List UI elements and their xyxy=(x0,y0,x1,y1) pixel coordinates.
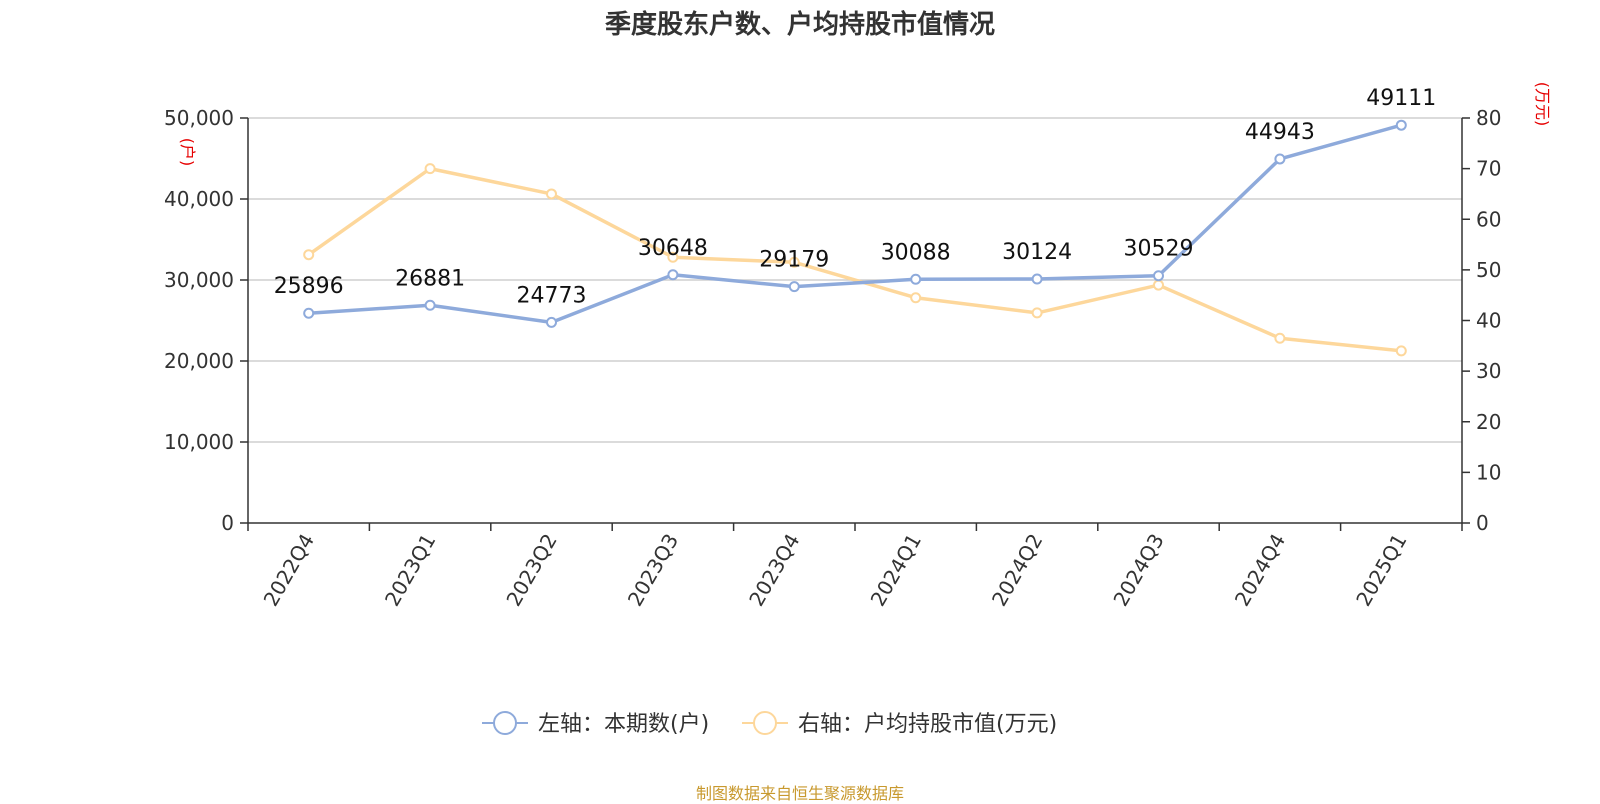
x-axis-tick-label: 2023Q2 xyxy=(501,530,561,611)
right-axis-tick-label: 10 xyxy=(1476,460,1501,484)
data-label: 30648 xyxy=(638,236,708,261)
chart-title: 季度股东户数、户均持股市值情况 xyxy=(604,10,995,40)
x-axis-tick-label: 2023Q3 xyxy=(623,530,683,611)
data-point-left xyxy=(667,269,679,281)
data-point-left xyxy=(546,316,557,328)
legend-marker xyxy=(493,711,517,735)
data-point-left xyxy=(1395,119,1407,131)
data-label: 25896 xyxy=(274,274,344,299)
data-label: 26881 xyxy=(395,266,465,291)
data-point-right xyxy=(546,188,557,200)
data-label: 30088 xyxy=(881,240,951,265)
data-point-left xyxy=(303,307,315,319)
legend[interactable]: 左轴：本期数(户) 右轴：户均持股市值(万元) xyxy=(482,711,1057,737)
x-axis-tick-label: 2024Q1 xyxy=(866,530,926,611)
data-label: 30529 xyxy=(1124,237,1194,262)
x-axis-tick-label: 2023Q1 xyxy=(380,530,440,611)
series-layer xyxy=(303,119,1407,357)
right-axis-tick-label: 20 xyxy=(1476,410,1501,434)
left-axis-tick-label: 0 xyxy=(221,511,234,535)
data-point-left xyxy=(1274,153,1286,165)
left-axis-tick-label: 20,000 xyxy=(164,349,234,373)
series-line-left xyxy=(308,123,1402,325)
data-point-right xyxy=(1031,307,1043,319)
legend-label: 右轴：户均持股市值(万元) xyxy=(798,712,1057,737)
left-axis-tick-label: 10,000 xyxy=(164,430,234,454)
data-point-left xyxy=(910,273,922,285)
data-point-right xyxy=(1274,332,1286,344)
data-point-left xyxy=(1031,273,1043,285)
data-point-right xyxy=(788,256,800,268)
data-point-right xyxy=(1395,345,1407,357)
x-axis-tick-label: 2023Q4 xyxy=(744,530,804,611)
data-point-right xyxy=(910,292,922,304)
data-point-left xyxy=(424,299,436,311)
data-label: 44943 xyxy=(1245,120,1315,145)
series-line-right xyxy=(307,166,1402,353)
right-axis-tick-label: 0 xyxy=(1476,511,1489,535)
right-axis-tick-label: 30 xyxy=(1476,359,1501,383)
data-label: 49111 xyxy=(1366,86,1436,111)
x-axis-tick-label: 2022Q4 xyxy=(259,530,319,611)
x-axis-tick-label: 2024Q3 xyxy=(1108,530,1168,611)
x-axis-tick-label: 2024Q2 xyxy=(987,530,1047,611)
data-point-left xyxy=(788,281,800,293)
data-label: 24773 xyxy=(517,283,587,308)
right-axis-tick-label: 70 xyxy=(1476,157,1501,181)
right-axis-tick-label: 80 xyxy=(1476,106,1501,130)
data-point-right xyxy=(424,163,436,175)
legend-label: 左轴：本期数(户) xyxy=(538,712,709,737)
data-point-right xyxy=(303,249,315,261)
data-point-left xyxy=(1153,270,1164,282)
left-axis-tick-label: 50,000 xyxy=(164,106,234,130)
right-axis-tick-label: 60 xyxy=(1476,207,1501,231)
x-axis-tick-label: 2025Q1 xyxy=(1351,530,1411,611)
left-axis-tick-label: 40,000 xyxy=(164,187,234,211)
data-label: 30124 xyxy=(1002,240,1072,265)
x-axis-tick-label: 2024Q4 xyxy=(1230,530,1290,611)
left-axis-unit: (户) xyxy=(178,138,197,167)
right-axis-unit: (万元) xyxy=(1533,82,1552,127)
right-axis-tick-label: 40 xyxy=(1476,309,1501,333)
legend-marker xyxy=(753,711,777,735)
data-point-right xyxy=(667,251,679,263)
left-axis-tick-label: 30,000 xyxy=(164,268,234,292)
right-axis-tick-label: 50 xyxy=(1476,258,1501,282)
data-label: 29179 xyxy=(759,248,829,273)
source-note: 制图数据来自恒生聚源数据库 xyxy=(695,784,904,803)
data-point-right xyxy=(1153,279,1164,291)
data-labels: 25896 26881 24773 30648 29179 30088 30124 30529… xyxy=(274,86,1437,308)
